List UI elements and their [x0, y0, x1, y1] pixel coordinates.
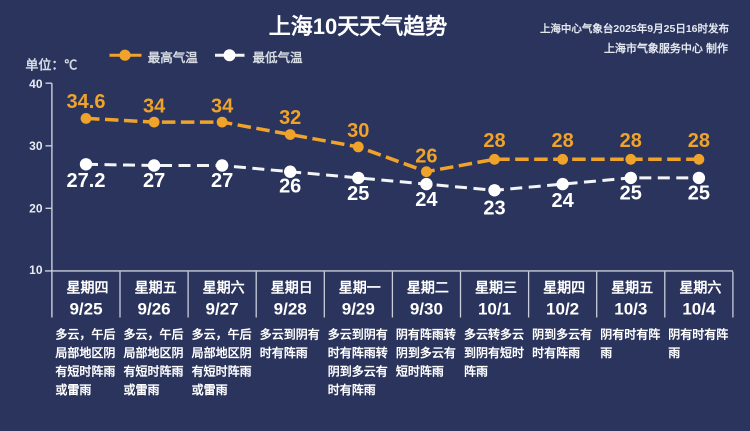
svg-text:9/28: 9/28 [274, 300, 307, 319]
svg-text:34: 34 [211, 96, 234, 118]
svg-text:32: 32 [279, 107, 301, 129]
svg-text:10/2: 10/2 [546, 300, 579, 319]
svg-text:阴到多云有时有阵雨: 阴到多云有时有阵雨 [532, 327, 592, 361]
svg-text:上海10天天气趋势: 上海10天天气趋势 [269, 14, 447, 39]
svg-text:25: 25 [620, 183, 642, 205]
svg-text:25: 25 [688, 183, 710, 205]
svg-text:阴有时有阵雨: 阴有时有阵雨 [600, 327, 660, 361]
svg-text:星期五: 星期五 [611, 280, 653, 296]
svg-text:26: 26 [415, 145, 437, 167]
svg-text:23: 23 [483, 198, 505, 220]
svg-text:上海中心气象台2025年9月25日16时发布: 上海中心气象台2025年9月25日16时发布 [540, 22, 730, 35]
svg-text:多云到阴有时有阵雨: 多云到阴有时有阵雨 [260, 327, 320, 361]
svg-text:星期五: 星期五 [135, 280, 177, 296]
svg-text:40: 40 [29, 77, 43, 91]
svg-text:星期二: 星期二 [407, 280, 449, 296]
svg-text:27: 27 [211, 170, 233, 192]
svg-text:34.6: 34.6 [67, 91, 106, 113]
svg-text:10/1: 10/1 [478, 300, 511, 319]
svg-text:30: 30 [347, 120, 369, 142]
svg-text:28: 28 [551, 130, 573, 152]
svg-text:9/25: 9/25 [69, 300, 102, 319]
svg-text:多云，午后局部地区阴有短时阵雨或雷雨: 多云，午后局部地区阴有短时阵雨或雷雨 [124, 327, 184, 398]
svg-text:24: 24 [415, 189, 438, 211]
svg-text:多云，午后局部地区阴有短时阵雨或雷雨: 多云，午后局部地区阴有短时阵雨或雷雨 [192, 327, 252, 398]
svg-text:10/4: 10/4 [682, 300, 716, 319]
svg-text:9/29: 9/29 [342, 300, 375, 319]
svg-text:多云到阴有时有阵雨转阴到多云有时有阵雨: 多云到阴有时有阵雨转阴到多云有时有阵雨 [328, 327, 388, 398]
svg-text:26: 26 [279, 176, 301, 198]
svg-text:最高气温: 最高气温 [148, 50, 199, 65]
svg-text:上海市气象服务中心 制作: 上海市气象服务中心 制作 [604, 41, 728, 55]
svg-text:最低气温: 最低气温 [253, 50, 304, 65]
svg-text:星期三: 星期三 [475, 280, 517, 296]
svg-text:27: 27 [143, 170, 165, 192]
svg-text:24: 24 [551, 190, 574, 212]
svg-text:30: 30 [29, 139, 43, 153]
svg-text:多云转多云到阴有短时阵雨: 多云转多云到阴有短时阵雨 [464, 327, 524, 379]
svg-text:9/27: 9/27 [206, 300, 239, 319]
svg-text:34: 34 [143, 96, 166, 118]
svg-text:10: 10 [29, 263, 43, 277]
svg-text:星期四: 星期四 [67, 280, 109, 296]
svg-text:阴有阵雨转阴到多云有短时阵雨: 阴有阵雨转阴到多云有短时阵雨 [396, 327, 456, 379]
svg-text:单位：℃: 单位：℃ [25, 57, 77, 72]
svg-text:25: 25 [347, 183, 369, 205]
svg-text:星期一: 星期一 [339, 280, 381, 296]
svg-text:星期四: 星期四 [543, 280, 585, 296]
svg-text:星期六: 星期六 [203, 280, 245, 296]
svg-text:9/30: 9/30 [410, 300, 443, 319]
svg-text:10/3: 10/3 [614, 300, 647, 319]
svg-text:星期日: 星期日 [271, 280, 313, 296]
svg-text:多云，午后局部地区阴有短时阵雨或雷雨: 多云，午后局部地区阴有短时阵雨或雷雨 [55, 327, 115, 398]
svg-text:28: 28 [483, 130, 505, 152]
svg-text:星期六: 星期六 [679, 280, 721, 296]
svg-text:28: 28 [688, 130, 710, 152]
svg-text:9/26: 9/26 [138, 300, 171, 319]
svg-text:阴有时有阵雨: 阴有时有阵雨 [668, 327, 728, 361]
svg-text:27.2: 27.2 [67, 170, 106, 192]
svg-text:20: 20 [29, 201, 43, 215]
svg-text:28: 28 [620, 130, 642, 152]
